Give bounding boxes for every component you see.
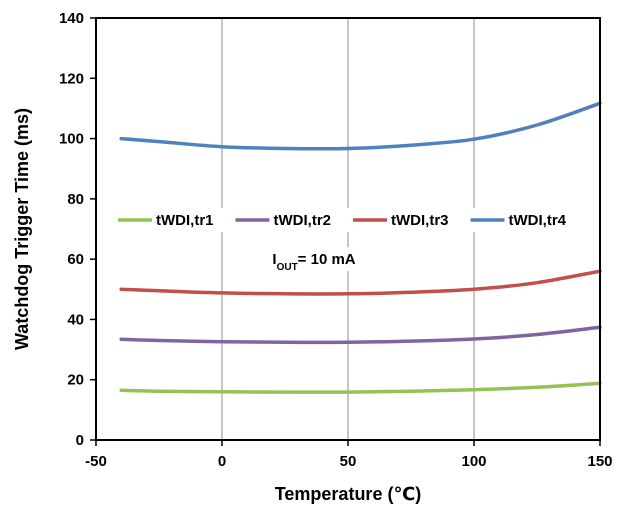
y-tick-label: 40: [67, 311, 84, 328]
x-tick-label: 50: [340, 453, 357, 470]
annotation-box: [264, 247, 421, 272]
y-tick-label: 100: [59, 131, 84, 148]
annotation: IOUT= 10 mA: [264, 247, 421, 273]
x-tick-label: 150: [587, 453, 612, 470]
series-line-2: [119, 325, 602, 345]
y-tick-label: 140: [59, 10, 84, 27]
legend: tWDI,tr1 tWDI,tr2 tWDI,tr3 tWDI,tr4: [112, 207, 588, 232]
y-tick-label: 20: [67, 372, 84, 389]
series-line-3: [119, 269, 602, 296]
series-lines: [119, 101, 602, 394]
x-tick-label: -50: [85, 453, 107, 470]
legend-label: tWDI,tr2: [274, 212, 332, 229]
series-line-1: [119, 381, 602, 394]
series-line-4: [119, 101, 602, 151]
y-axis-title: Watchdog Trigger Time (ms): [12, 108, 32, 350]
legend-label: tWDI,tr3: [391, 212, 449, 229]
y-tick-label: 0: [76, 432, 84, 449]
y-tick-label: 120: [59, 70, 84, 87]
x-axis-title: Temperature (℃): [275, 484, 422, 504]
y-tick-label: 80: [67, 191, 84, 208]
y-tick-label: 60: [67, 251, 84, 268]
legend-label: tWDI,tr1: [156, 212, 214, 229]
legend-label: tWDI,tr4: [509, 212, 567, 229]
x-tick-label: 100: [461, 453, 486, 470]
x-tick-label: 0: [218, 453, 226, 470]
legend-box: [112, 207, 588, 232]
annotation-text: IOUT= 10 mA: [272, 251, 355, 273]
